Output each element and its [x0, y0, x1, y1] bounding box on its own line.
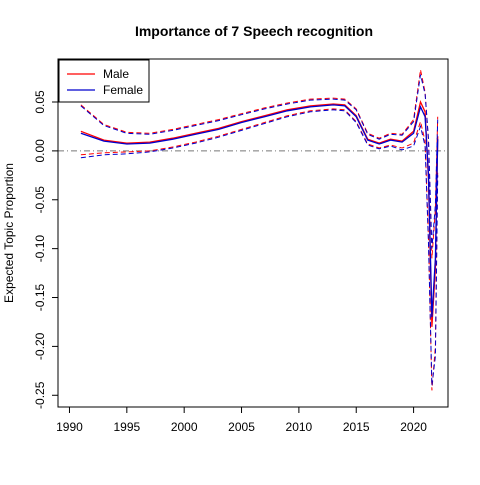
x-tick-label: 2000 — [171, 420, 198, 434]
y-tick-label: 0.05 — [33, 90, 47, 114]
plot-frame — [57, 58, 449, 408]
series-female-upper-ci — [80, 74, 439, 249]
x-tick-label: 2015 — [343, 420, 370, 434]
series-male-lower-ci — [80, 108, 439, 391]
chart-title: Importance of 7 Speech recognition — [135, 23, 373, 39]
y-tick-label: -0.15 — [33, 284, 47, 312]
series-male-upper-ci — [80, 69, 439, 259]
x-tick-label: 1995 — [113, 420, 140, 434]
x-tick-label: 2010 — [286, 420, 313, 434]
axis-layer: 1990 1995 2000 2005 2010 2015 2020 0.05 0.00 -0.0… — [33, 58, 449, 434]
series-female-line — [80, 104, 439, 318]
plot-layer — [58, 69, 448, 391]
y-tick-label: -0.10 — [33, 235, 47, 263]
y-tick-label: -0.25 — [33, 381, 47, 409]
x-tick-label: 2020 — [400, 420, 427, 434]
legend: Male Female — [58, 59, 150, 103]
legend-label-female: Female — [103, 83, 143, 97]
legend-box — [58, 59, 150, 103]
y-axis-label: Expected Topic Proportion — [2, 163, 16, 303]
y-tick-label: 0.00 — [33, 139, 47, 163]
x-tick-label: 1990 — [56, 420, 83, 434]
series-female-lower-ci — [80, 109, 439, 386]
series-male-line — [80, 100, 439, 327]
y-tick-label: -0.20 — [33, 332, 47, 360]
legend-label-male: Male — [103, 67, 129, 81]
x-tick-label: 2005 — [228, 420, 255, 434]
y-tick-label: -0.05 — [33, 186, 47, 214]
